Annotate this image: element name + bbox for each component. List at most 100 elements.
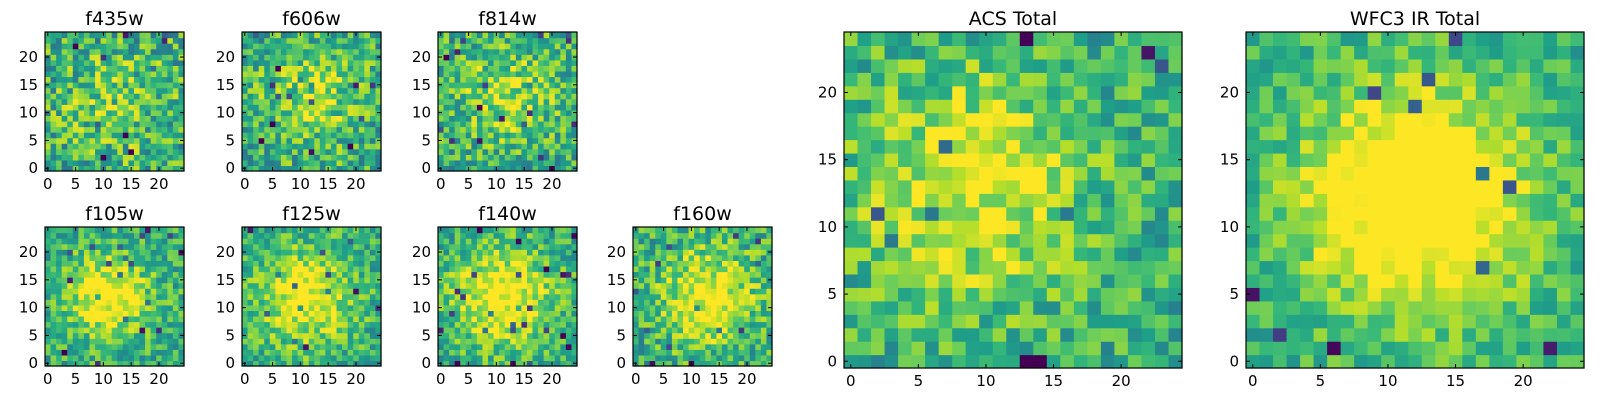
heatmap-cell — [292, 120, 299, 128]
heatmap-cell — [264, 143, 271, 150]
heatmap-cell — [504, 349, 511, 356]
heatmap-cell — [443, 321, 450, 328]
heatmap-cell — [538, 293, 545, 300]
heatmap-cell — [353, 115, 360, 122]
heatmap-cell — [314, 65, 321, 72]
heatmap-cell — [488, 165, 495, 172]
heatmap-cell — [133, 260, 141, 267]
heatmap-cell — [844, 354, 859, 369]
heatmap-cell — [161, 93, 168, 100]
heatmap-cell — [100, 126, 107, 133]
heatmap-cell — [72, 132, 79, 139]
heatmap-cell — [1033, 233, 1048, 248]
heatmap-cell — [56, 159, 63, 167]
heatmap-cell — [347, 238, 354, 245]
heatmap-cell — [716, 265, 723, 273]
heatmap-cell — [264, 98, 271, 105]
heatmap-cell — [178, 87, 185, 94]
heatmap-cell — [347, 343, 354, 350]
heatmap-cell — [330, 98, 338, 105]
heatmap-cell — [526, 343, 534, 350]
heatmap-cell — [100, 293, 107, 300]
heatmap-cell — [172, 32, 180, 39]
heatmap-cell — [297, 132, 304, 139]
heatmap-cell — [493, 87, 500, 94]
heatmap-cell — [504, 299, 511, 306]
heatmap-cell — [247, 288, 254, 295]
heatmap-cell — [493, 76, 500, 83]
heatmap-cell — [83, 143, 91, 150]
heatmap-cell — [172, 343, 180, 350]
heatmap-cell — [979, 220, 994, 235]
heatmap-cell — [526, 249, 534, 256]
heatmap-cell — [117, 154, 124, 161]
heatmap-cell — [358, 249, 365, 256]
heatmap-cell — [297, 265, 304, 273]
heatmap-cell — [476, 304, 484, 311]
heatmap-cell — [476, 260, 484, 267]
heatmap-cell — [1006, 220, 1021, 235]
heatmap-cell — [733, 349, 740, 356]
heatmap-cell — [482, 349, 489, 356]
y-tick-label: 20 — [216, 243, 235, 261]
heatmap-cell — [471, 304, 478, 311]
heatmap-cell — [286, 148, 293, 155]
heatmap-cell — [358, 227, 365, 234]
heatmap-cell — [303, 310, 310, 317]
heatmap-cell — [314, 360, 321, 367]
heatmap-cell — [471, 232, 478, 239]
heatmap-cell — [549, 70, 556, 78]
heatmap-cell — [286, 238, 293, 245]
heatmap-cell — [303, 137, 310, 144]
heatmap-cell — [454, 260, 461, 267]
heatmap-cell — [710, 249, 717, 256]
heatmap-cell — [871, 260, 886, 275]
heatmap-cell — [449, 148, 456, 155]
x-tick-label: 15 — [515, 370, 534, 388]
heatmap-cell — [303, 282, 310, 289]
heatmap-cell — [89, 249, 96, 256]
heatmap-cell — [178, 260, 185, 267]
heatmap-cell — [952, 287, 967, 302]
heatmap-cell — [733, 288, 740, 295]
heatmap-cell — [128, 293, 135, 300]
heatmap-cell — [633, 232, 640, 239]
heatmap-cell — [460, 76, 467, 83]
heatmap-cell — [117, 282, 124, 289]
heatmap-cell — [353, 48, 360, 55]
heatmap-cell — [56, 227, 63, 234]
heatmap-cell — [449, 154, 456, 161]
heatmap-cell — [330, 271, 338, 278]
heatmap-cell — [50, 126, 57, 133]
heatmap-cell — [952, 152, 967, 167]
heatmap-cell — [178, 148, 185, 155]
heatmap-cell — [89, 349, 96, 356]
y-tick-label: 5 — [28, 326, 38, 344]
heatmap-cell — [45, 159, 52, 167]
heatmap-cell — [565, 327, 573, 334]
heatmap-cell — [78, 43, 85, 50]
heatmap-cell — [884, 179, 899, 194]
heatmap-cell — [264, 282, 271, 289]
heatmap-cell — [156, 265, 163, 273]
heatmap-cell — [253, 115, 260, 122]
heatmap-cell — [308, 115, 315, 122]
heatmap-cell — [476, 59, 484, 66]
heatmap-cell — [314, 299, 321, 306]
heatmap-cell — [111, 232, 118, 239]
heatmap-cell — [1100, 166, 1115, 181]
heatmap-cell — [532, 315, 539, 323]
heatmap-cell — [83, 104, 91, 111]
heatmap-cell — [499, 265, 506, 273]
heatmap-cell — [515, 137, 522, 144]
heatmap-cell — [454, 165, 461, 172]
heatmap-cell — [705, 354, 712, 362]
heatmap-cell — [150, 120, 157, 128]
heatmap-cell — [61, 48, 68, 55]
heatmap-cell — [1046, 327, 1061, 342]
heatmap-cell — [336, 227, 343, 234]
heatmap-cell — [499, 115, 506, 122]
heatmap-cell — [1006, 300, 1021, 315]
heatmap-cell — [493, 304, 500, 311]
heatmap-cell — [369, 227, 377, 234]
